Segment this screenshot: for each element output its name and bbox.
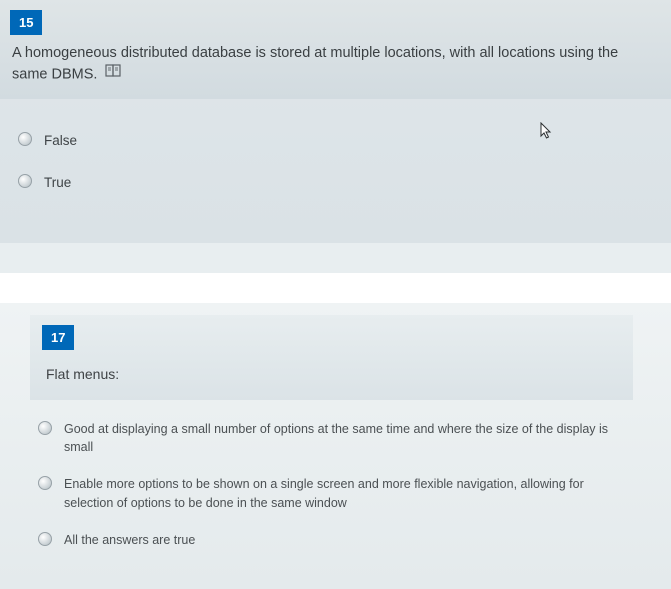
radio-button[interactable] — [18, 132, 32, 146]
question-header: 15 A homogeneous distributed database is… — [0, 0, 671, 99]
option-label: Enable more options to be shown on a sin… — [64, 475, 629, 513]
options-list: Good at displaying a small number of opt… — [30, 400, 671, 550]
question-text: Flat menus: — [42, 366, 617, 382]
question-text: A homogeneous distributed database is st… — [10, 43, 655, 85]
question-block-17: 17 Flat menus: Good at displaying a smal… — [0, 303, 671, 589]
question-block-15: 15 A homogeneous distributed database is… — [0, 0, 671, 243]
radio-button[interactable] — [38, 532, 52, 546]
radio-button[interactable] — [38, 476, 52, 490]
option-row-true[interactable]: True — [18, 173, 671, 193]
option-row-3[interactable]: All the answers are true — [38, 531, 629, 550]
option-row-1[interactable]: Good at displaying a small number of opt… — [38, 420, 629, 458]
option-label: Good at displaying a small number of opt… — [64, 420, 629, 458]
option-row-2[interactable]: Enable more options to be shown on a sin… — [38, 475, 629, 513]
question-number-badge: 17 — [42, 325, 74, 350]
gap-divider — [0, 273, 671, 303]
option-label: True — [44, 173, 71, 193]
radio-button[interactable] — [38, 421, 52, 435]
question-prompt: A homogeneous distributed database is st… — [12, 45, 618, 82]
option-row-false[interactable]: False — [18, 131, 671, 151]
book-icon[interactable] — [105, 64, 123, 85]
radio-button[interactable] — [18, 174, 32, 188]
options-list: False True — [0, 99, 671, 192]
question-number-badge: 15 — [10, 10, 42, 35]
option-label: All the answers are true — [64, 531, 195, 550]
question-header: 17 Flat menus: — [30, 315, 633, 400]
option-label: False — [44, 131, 77, 151]
